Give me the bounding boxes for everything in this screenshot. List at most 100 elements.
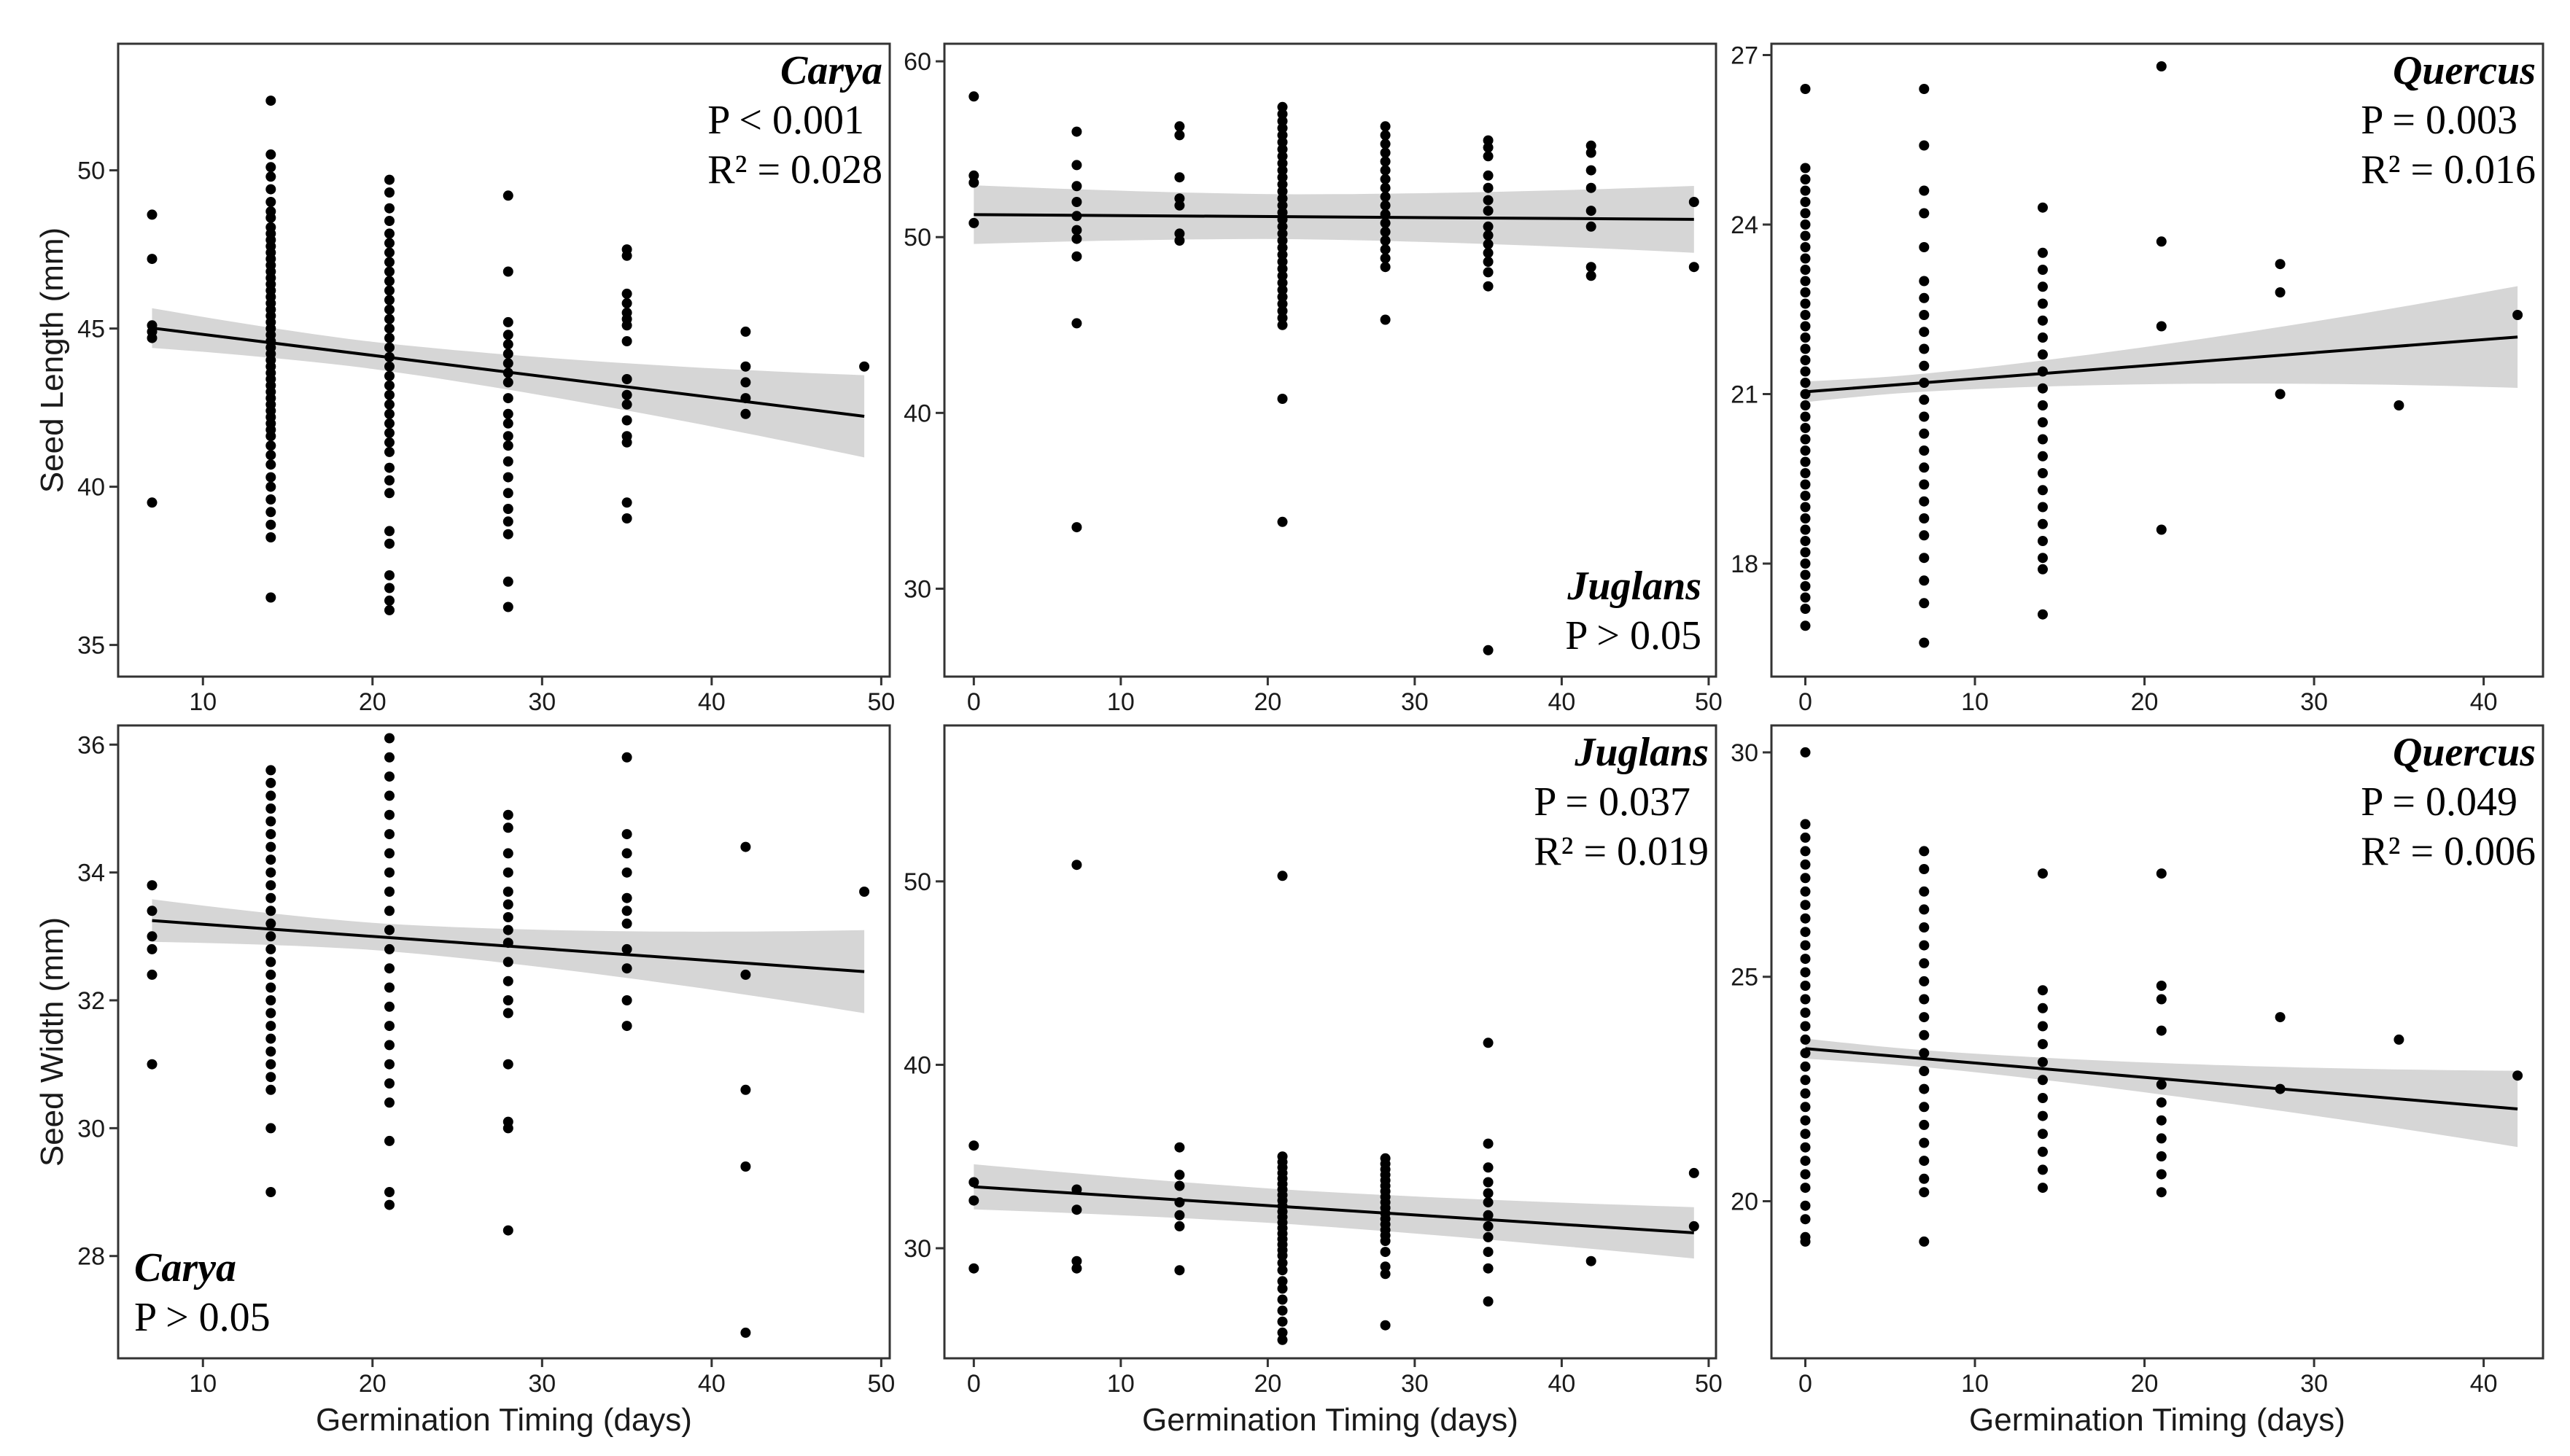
stat-label: R² = 0.019 (1534, 829, 1709, 874)
data-point (1919, 553, 1930, 564)
data-point (2038, 281, 2048, 292)
data-point (1483, 206, 1494, 217)
data-point (1919, 994, 1930, 1005)
data-point (2038, 434, 2048, 445)
data-point (1277, 1305, 1288, 1316)
data-point (1585, 262, 1596, 273)
data-point (2038, 1110, 2048, 1121)
data-point (1800, 434, 1811, 445)
data-point (502, 456, 513, 467)
data-point (1800, 581, 1811, 591)
y-tick-label: 20 (1731, 1188, 1758, 1216)
data-point (1174, 121, 1185, 132)
data-point (384, 1001, 395, 1012)
data-point (621, 892, 632, 903)
data-point (384, 604, 395, 615)
data-point (384, 418, 395, 429)
data-point (740, 326, 751, 337)
data-point (2038, 1146, 2048, 1157)
data-point (1380, 1247, 1391, 1258)
data-point (265, 957, 276, 968)
data-point (2394, 400, 2404, 410)
data-point (1277, 186, 1288, 197)
data-point (2156, 321, 2167, 332)
data-point (621, 497, 632, 508)
data-point (502, 330, 513, 340)
data-point (1585, 221, 1596, 232)
data-point (502, 912, 513, 922)
data-point (1071, 181, 1082, 192)
data-point (621, 297, 632, 308)
data-point (1174, 235, 1185, 246)
x-tick-label: 20 (2131, 688, 2159, 716)
x-tick-label: 40 (698, 688, 726, 716)
data-point (859, 361, 870, 372)
data-point (502, 576, 513, 587)
data-point (1380, 156, 1391, 167)
data-point (2512, 310, 2523, 320)
data-point (1919, 1083, 1930, 1094)
data-point (621, 752, 632, 763)
data-point (2038, 349, 2048, 360)
data-point (2038, 298, 2048, 309)
data-point (1800, 524, 1811, 535)
data-point (1483, 230, 1494, 241)
data-point (1800, 1115, 1811, 1126)
data-point (384, 276, 395, 287)
data-point (1483, 195, 1494, 206)
data-point (1919, 1029, 1930, 1040)
data-point (2038, 1164, 2048, 1175)
y-tick-label: 24 (1731, 211, 1758, 239)
data-point (384, 228, 395, 239)
data-point (1277, 228, 1288, 239)
data-point (1919, 428, 1930, 439)
x-tick-label: 50 (1695, 1370, 1723, 1398)
data-point (502, 358, 513, 369)
data-point (1800, 456, 1811, 467)
data-point (1174, 1265, 1185, 1276)
stat-label: P = 0.003 (2361, 98, 2517, 143)
data-point (1380, 182, 1391, 193)
data-point (265, 931, 276, 942)
data-point (265, 1033, 276, 1044)
data-point (265, 1046, 276, 1057)
x-tick-label: 40 (1548, 1370, 1575, 1398)
data-point (1800, 513, 1811, 523)
data-point (265, 472, 276, 483)
x-tick-label: 20 (1254, 1370, 1281, 1398)
data-point (265, 519, 276, 530)
y-tick-label: 30 (77, 1115, 105, 1142)
data-point (1800, 1169, 1811, 1180)
genus-label: Quercus (2393, 730, 2536, 775)
regression-line (1805, 335, 2518, 394)
data-point (384, 906, 395, 916)
data-point (2156, 994, 2167, 1005)
data-point (1800, 1129, 1811, 1140)
data-point (384, 570, 395, 581)
data-point (621, 848, 632, 859)
data-point (384, 304, 395, 315)
data-point (1585, 206, 1596, 217)
data-point (384, 848, 395, 859)
data-point (1585, 1255, 1596, 1266)
data-point (1277, 277, 1288, 288)
data-point (265, 450, 276, 461)
data-point (1380, 147, 1391, 158)
data-point (265, 854, 276, 865)
data-point (384, 752, 395, 763)
data-point (621, 288, 632, 299)
data-point (1277, 158, 1288, 168)
data-point (1800, 321, 1811, 332)
data-point (384, 332, 395, 343)
data-point (1688, 197, 1699, 207)
data-point (1919, 360, 1930, 371)
data-point (1800, 1102, 1811, 1113)
data-point (1380, 121, 1391, 132)
data-point (1800, 276, 1811, 287)
data-point (1277, 130, 1288, 141)
data-point (2038, 1021, 2048, 1032)
data-point (502, 995, 513, 1005)
